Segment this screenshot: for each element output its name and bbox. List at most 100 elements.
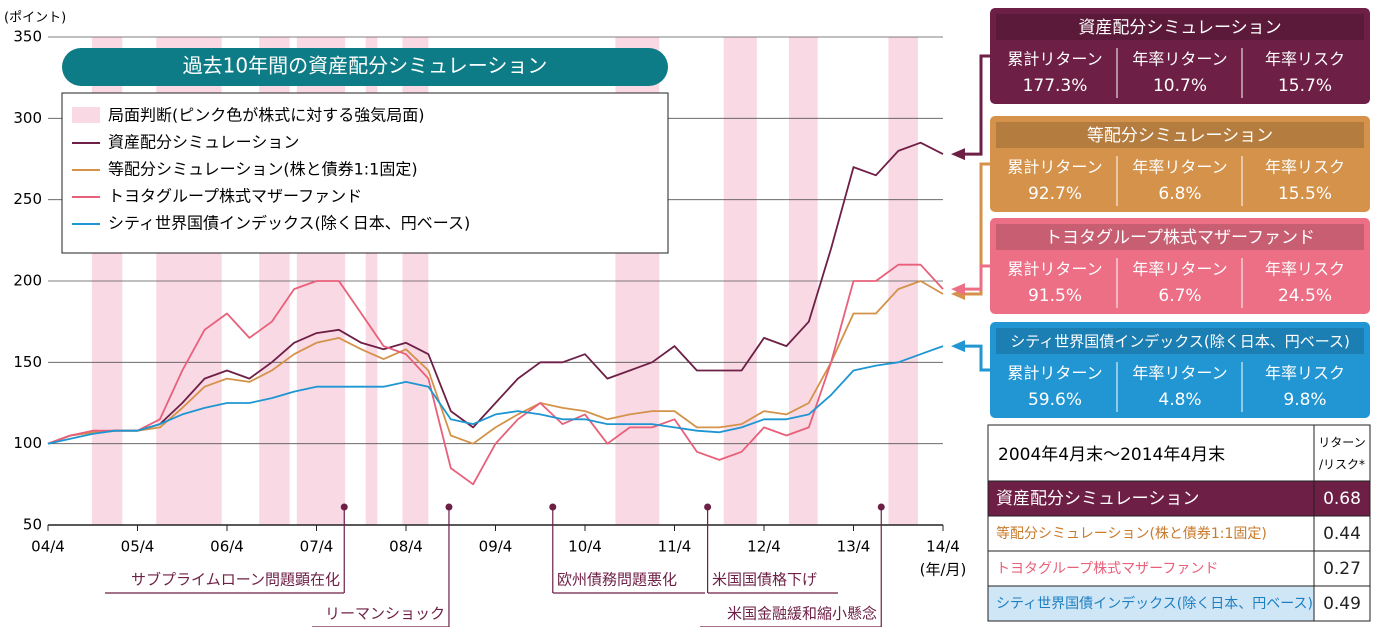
legend-label: トヨタグループ株式マザーファンド <box>108 187 362 206</box>
x-tick-label: 14/4 <box>926 538 960 556</box>
table-row-value: 0.27 <box>1323 559 1361 579</box>
x-tick-label: 11/4 <box>658 538 692 556</box>
arrow-head <box>951 148 965 161</box>
event-label: 米国金融緩和縮小懸念 <box>727 605 877 623</box>
table-row-name: 資産配分シミュレーション <box>996 489 1199 509</box>
panel-value: 59.6% <box>1028 390 1082 410</box>
panel-header: 累計リターン <box>1007 364 1102 383</box>
y-tick-label: 250 <box>13 190 42 208</box>
panel-header: 年率リターン <box>1132 364 1227 383</box>
panel-header: 年率リターン <box>1132 158 1227 177</box>
legend-box <box>61 92 669 254</box>
panel-title: 等配分シミュレーション <box>1087 126 1273 146</box>
panel-header: 累計リターン <box>1007 158 1102 177</box>
x-tick-label: 10/4 <box>568 538 602 556</box>
panel-header: 累計リターン <box>1007 260 1102 279</box>
panel-header: 年率リスク <box>1265 50 1345 69</box>
panel-value: 15.5% <box>1278 184 1332 204</box>
table-row-bg <box>987 550 1315 587</box>
panel-title-bar <box>996 224 1364 250</box>
panel-header: 年率リターン <box>1132 260 1227 279</box>
panel-title-bar <box>996 14 1364 40</box>
table-row-value: 0.44 <box>1323 524 1361 544</box>
series-line <box>47 263 944 486</box>
legend-label: 局面判断(ピンク色が株式に対する強気局面) <box>108 106 425 125</box>
panel-header: 累計リターン <box>1007 50 1102 69</box>
event-label: サブプライムローン問題顕在化 <box>131 571 340 589</box>
panel-value: 10.7% <box>1153 76 1207 96</box>
panel-title: シティ世界国債インデックス(除く日本、円ベース) <box>1010 333 1350 351</box>
panel-title-bar <box>996 122 1364 148</box>
panel-header: 年率リスク <box>1265 158 1345 177</box>
y-tick-label: 300 <box>13 109 42 127</box>
callout-arrow <box>965 344 990 372</box>
panel-value: 24.5% <box>1278 286 1332 306</box>
y-tick-label: 200 <box>13 272 42 290</box>
x-tick-label: 05/4 <box>121 538 155 556</box>
panel-header: 年率リスク <box>1265 260 1345 279</box>
table-header: /リスク* <box>1319 458 1365 472</box>
table-row-value: 0.49 <box>1323 594 1361 614</box>
table-value-bg <box>1313 480 1371 517</box>
panel-header: 年率リターン <box>1132 50 1227 69</box>
table-row-name: シティ世界国債インデックス(除く日本、円ベース) <box>996 595 1313 612</box>
series-line <box>47 280 944 445</box>
legend-label: シティ世界国債インデックス(除く日本、円ベース) <box>108 214 470 233</box>
panel-title: 資産配分シミュレーション <box>1078 18 1281 38</box>
x-tick-label: 04/4 <box>31 538 65 556</box>
y-tick-label: 150 <box>13 353 42 371</box>
panel-value: 6.8% <box>1158 184 1201 204</box>
legend-label: 資産配分シミュレーション <box>108 133 299 152</box>
x-tick-label: 12/4 <box>747 538 781 556</box>
panel-value: 6.7% <box>1158 286 1201 306</box>
panel-value: 177.3% <box>1023 76 1088 96</box>
chart-title: 過去10年間の資産配分シミュレーション <box>183 54 548 78</box>
callout-arrow <box>965 162 990 296</box>
table-row-bg <box>987 480 1315 517</box>
panel-title-bar <box>996 328 1364 354</box>
table-header: 2004年4月末～2014年4月末 <box>998 445 1225 465</box>
event-label: 欧州債務問題悪化 <box>557 571 677 589</box>
table-header: リターン <box>1318 436 1365 450</box>
panel <box>990 116 1370 212</box>
panel-value: 92.7% <box>1028 184 1082 204</box>
panel-value: 9.8% <box>1283 390 1326 410</box>
y-tick-label: 100 <box>13 434 42 452</box>
callout-arrow <box>965 54 990 156</box>
x-tick-label: 07/4 <box>300 538 334 556</box>
callout-arrow <box>965 264 990 291</box>
x-tick-label: 06/4 <box>210 538 244 556</box>
series-line <box>47 345 944 445</box>
table-value-bg <box>1313 515 1371 552</box>
y-tick-label: 350 <box>13 28 42 46</box>
x-tick-label: 13/4 <box>837 538 871 556</box>
table-value-bg <box>1313 585 1371 622</box>
arrow-head <box>951 340 965 353</box>
arrow-head <box>951 283 965 296</box>
panel <box>990 322 1370 418</box>
panel <box>990 218 1370 314</box>
table-row-value: 0.68 <box>1323 489 1361 509</box>
table-row-name: 等配分シミュレーション(株と債券1:1固定) <box>996 525 1267 542</box>
y-axis-label: (ポイント) <box>4 11 66 26</box>
table-row-bg <box>987 585 1315 622</box>
panel <box>990 8 1370 104</box>
title-banner <box>62 48 668 86</box>
y-tick-label: 50 <box>23 516 42 534</box>
table-value-bg <box>1313 550 1371 587</box>
table-row-name: トヨタグループ株式マザーファンド <box>996 561 1218 577</box>
x-tick-label: 08/4 <box>389 538 423 556</box>
panel-title: トヨタグループ株式マザーファンド <box>1045 228 1315 248</box>
panel-header: 年率リスク <box>1265 364 1345 383</box>
panel-value: 4.8% <box>1158 390 1201 410</box>
event-label: リーマンショック <box>325 605 445 623</box>
series-line <box>47 141 944 445</box>
x-unit: (年/月) <box>920 561 967 579</box>
legend-label: 等配分シミュレーション(株と債券1:1固定) <box>108 160 418 179</box>
x-tick-label: 09/4 <box>479 538 513 556</box>
legend-swatch <box>72 107 100 123</box>
panel-value: 15.7% <box>1278 76 1332 96</box>
panel-value: 91.5% <box>1028 286 1082 306</box>
event-label: 米国国債格下げ <box>712 571 817 589</box>
